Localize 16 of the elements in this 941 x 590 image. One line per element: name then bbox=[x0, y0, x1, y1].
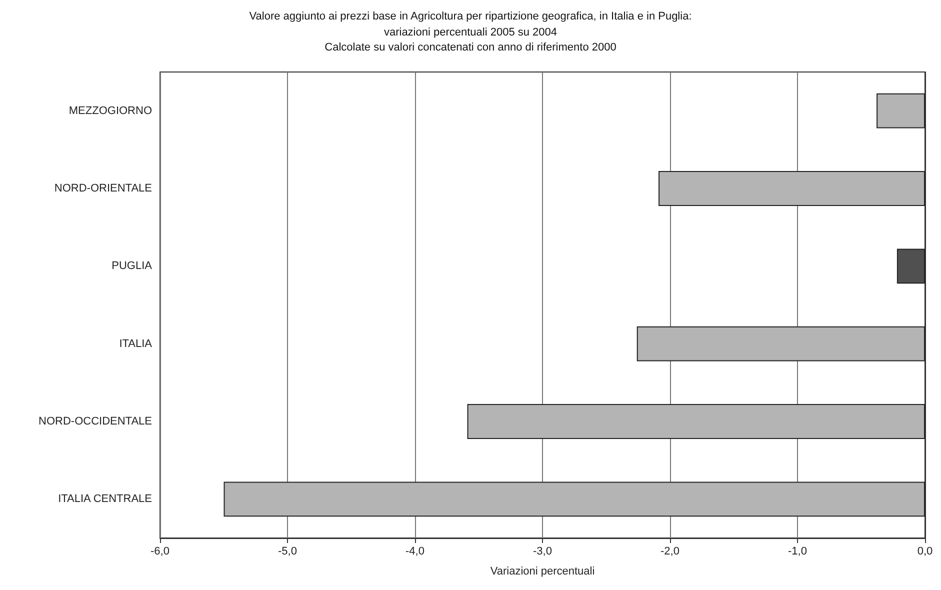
chart-subtitle: variazioni percentuali 2005 su 2004 Calcolate su valori concatenati con anno di riferimento 2000 bbox=[324, 26, 616, 54]
y-tick-label: NORD-ORIENTALE bbox=[54, 182, 152, 194]
x-tick-label: -2,0 bbox=[660, 546, 680, 558]
x-tick-label: -3,0 bbox=[533, 546, 552, 558]
y-tick-label: NORD-OCCIDENTALE bbox=[38, 416, 152, 428]
x-tick-label: 0,0 bbox=[917, 546, 933, 558]
y-tick-label: ITALIA CENTRALE bbox=[58, 493, 152, 506]
y-tick-label: PUGLIA bbox=[112, 260, 153, 272]
y-tick-label: MEZZOGIORNO bbox=[68, 104, 152, 117]
chart-title: Valore aggiunto ai prezzi base in Agricoltura per ripartizione geografica, in Italia e in Puglia: bbox=[249, 10, 692, 22]
x-tick-label: -6,0 bbox=[150, 546, 170, 558]
y-tick-label: ITALIA bbox=[119, 338, 153, 350]
x-tick-label: -4,0 bbox=[406, 546, 424, 558]
x-tick-label: -5,0 bbox=[278, 546, 297, 558]
x-tick-label: -1,0 bbox=[788, 546, 807, 558]
x-axis-title: Variazioni percentuali bbox=[490, 566, 595, 578]
